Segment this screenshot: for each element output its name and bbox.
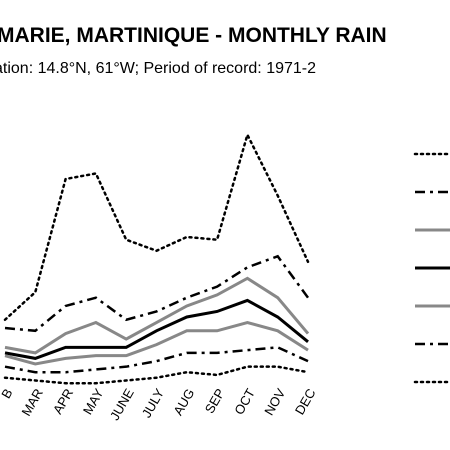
series-line-2 bbox=[4, 254, 310, 333]
series-line-7 bbox=[3, 365, 310, 385]
x-tick-label: OCT bbox=[231, 386, 258, 417]
series-line-3 bbox=[4, 276, 310, 355]
x-tick-label: DEC bbox=[292, 386, 319, 417]
legend bbox=[413, 152, 450, 384]
x-tick-label: JUNE bbox=[107, 386, 137, 423]
x-tick-label: JULY bbox=[139, 386, 168, 420]
series-line-5 bbox=[4, 320, 309, 366]
series-line-1 bbox=[3, 131, 310, 322]
chart-subtitle: ation: 14.8°N, 61°W; Period of record: 1… bbox=[0, 60, 317, 77]
series-line-4 bbox=[4, 298, 309, 360]
series-lines bbox=[3, 131, 310, 385]
series-line-6 bbox=[4, 346, 309, 374]
x-tick-label: B bbox=[0, 386, 16, 401]
x-tick-label: NOV bbox=[261, 386, 288, 418]
x-tick-label: AUG bbox=[170, 386, 197, 418]
x-tick-label: MAR bbox=[18, 386, 45, 419]
x-axis-ticks: B MAR APR MAY JUNE JULY AUG SEP OCT NOV DEC bbox=[0, 386, 319, 423]
x-tick-label: MAY bbox=[80, 386, 107, 417]
x-tick-label: APR bbox=[50, 386, 76, 417]
chart-title-text: MARIE, MARTINIQUE - MONTHLY RAIN bbox=[0, 24, 387, 47]
x-tick-label: SEP bbox=[202, 386, 228, 416]
